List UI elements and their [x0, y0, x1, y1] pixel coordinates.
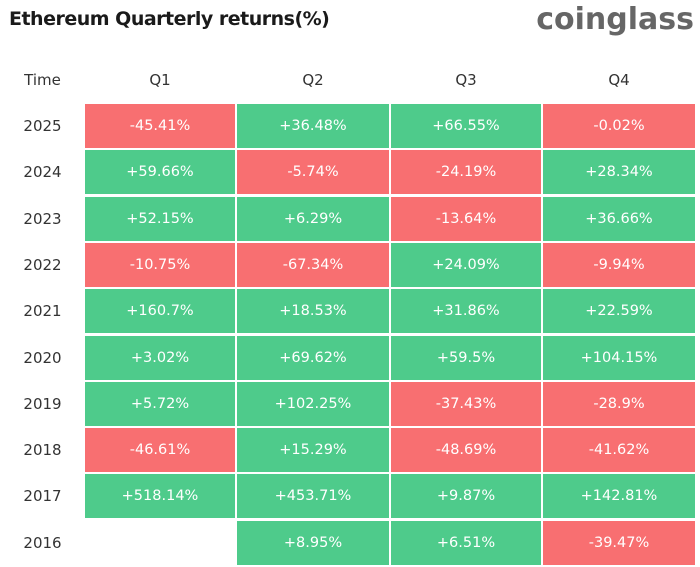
return-cell-2022-q1: -10.75%: [85, 242, 235, 287]
row-year-2024: 2024: [23, 163, 62, 182]
return-cell-2017-q4: +142.81%: [543, 474, 695, 519]
return-cell-2024-q2: -5.74%: [237, 150, 389, 195]
return-cell-2018-q2: +15.29%: [237, 428, 389, 473]
return-cell-2023-q2: +6.29%: [237, 196, 389, 241]
return-cell-2019-q4: -28.9%: [543, 381, 695, 426]
return-cell-2018-q4: -41.62%: [543, 428, 695, 473]
return-cell-2025-q1: -45.41%: [85, 104, 235, 148]
return-cell-2016-q4: -39.47%: [543, 520, 695, 565]
return-cell-2025-q3: +66.55%: [391, 104, 541, 148]
row-year-2025: 2025: [23, 117, 62, 135]
header-q3: Q3: [455, 71, 477, 89]
return-cell-2017-q1: +518.14%: [85, 474, 235, 519]
return-cell-2022-q4: -9.94%: [543, 242, 695, 287]
return-cell-2021-q1: +160.7%: [85, 289, 235, 334]
chart-title: Ethereum Quarterly returns(%): [9, 8, 330, 30]
return-cell-2022-q2: -67.34%: [237, 242, 389, 287]
return-cell-2016-q3: +6.51%: [391, 520, 541, 565]
return-cell-2016-q2: +8.95%: [237, 520, 389, 565]
return-cell-2024-q3: -24.19%: [391, 150, 541, 195]
return-cell-2019-q3: -37.43%: [391, 381, 541, 426]
header-q4: Q4: [608, 71, 630, 89]
return-cell-2025-q4: -0.02%: [543, 104, 695, 148]
return-cell-2024-q4: +28.34%: [543, 150, 695, 195]
return-cell-2019-q2: +102.25%: [237, 381, 389, 426]
return-cell-2020-q1: +3.02%: [85, 335, 235, 380]
return-cell-2023-q4: +36.66%: [543, 196, 695, 241]
header-time: Time: [24, 71, 61, 89]
row-year-2020: 2020: [23, 348, 62, 367]
return-cell-2017-q3: +9.87%: [391, 474, 541, 519]
return-cell-2021-q3: +31.86%: [391, 289, 541, 334]
row-year-2019: 2019: [23, 394, 62, 413]
row-year-2021: 2021: [23, 302, 62, 321]
header-q1: Q1: [149, 71, 171, 89]
row-year-2016: 2016: [23, 533, 62, 552]
return-cell-2020-q3: +59.5%: [391, 335, 541, 380]
return-cell-2020-q2: +69.62%: [237, 335, 389, 380]
return-cell-2018-q3: -48.69%: [391, 428, 541, 473]
row-year-2022: 2022: [23, 255, 62, 274]
return-cell-2022-q3: +24.09%: [391, 242, 541, 287]
return-cell-2021-q2: +18.53%: [237, 289, 389, 334]
coinglass-logo: coinglass: [536, 2, 694, 37]
return-cell-2019-q1: +5.72%: [85, 381, 235, 426]
return-cell-2020-q4: +104.15%: [543, 335, 695, 380]
return-cell-2023-q1: +52.15%: [85, 196, 235, 241]
return-cell-2025-q2: +36.48%: [237, 104, 389, 148]
row-year-2023: 2023: [23, 209, 62, 228]
return-cell-2018-q1: -46.61%: [85, 428, 235, 473]
return-cell-2024-q1: +59.66%: [85, 150, 235, 195]
return-cell-2017-q2: +453.71%: [237, 474, 389, 519]
header-q2: Q2: [302, 71, 324, 89]
row-year-2017: 2017: [23, 487, 62, 506]
return-cell-2021-q4: +22.59%: [543, 289, 695, 334]
row-year-2018: 2018: [23, 441, 62, 460]
return-cell-2023-q3: -13.64%: [391, 196, 541, 241]
